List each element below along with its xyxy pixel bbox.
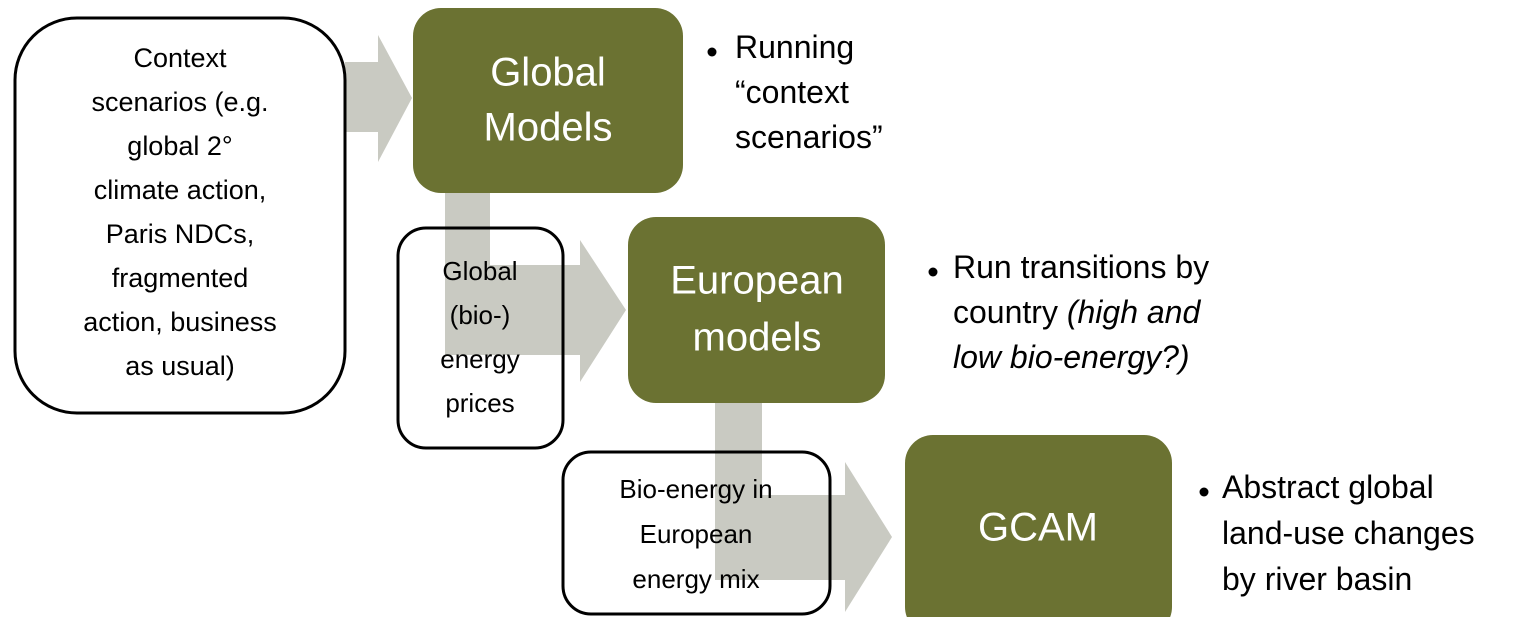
node-label: Paris NDCs, bbox=[106, 219, 255, 249]
bullet bbox=[928, 267, 938, 277]
node-label: action, business bbox=[83, 307, 277, 337]
node-label: global 2° bbox=[127, 131, 232, 161]
model-box bbox=[628, 217, 885, 403]
note-line: scenarios” bbox=[735, 119, 883, 155]
note-text: Running bbox=[735, 29, 854, 65]
node-label: as usual) bbox=[125, 351, 235, 381]
arrow bbox=[445, 193, 626, 382]
node-label: Global bbox=[442, 256, 517, 286]
note-line: by river basin bbox=[1222, 561, 1412, 597]
node-label: prices bbox=[445, 388, 514, 418]
bullet bbox=[1199, 487, 1209, 497]
context-box bbox=[13, 16, 347, 415]
note-text: Run transitions by bbox=[953, 249, 1209, 285]
note-line: “context bbox=[735, 74, 849, 110]
node-label: energy bbox=[440, 344, 520, 374]
note-text: land-use changes bbox=[1222, 515, 1475, 551]
model-box bbox=[905, 435, 1172, 617]
note-line: low bio-energy?) bbox=[953, 339, 1190, 375]
node-label: models bbox=[693, 316, 822, 360]
note-text: scenarios” bbox=[735, 119, 883, 155]
arrow bbox=[715, 403, 892, 612]
note-line: country (high and bbox=[953, 294, 1201, 330]
node-label: energy mix bbox=[632, 564, 759, 594]
note-text: country bbox=[953, 294, 1067, 330]
node-label: European bbox=[640, 519, 753, 549]
node-label: European bbox=[670, 259, 843, 303]
note-text: by river basin bbox=[1222, 561, 1412, 597]
note-line: Running bbox=[735, 29, 854, 65]
input-box bbox=[561, 450, 832, 616]
input-box bbox=[396, 226, 565, 450]
note-text: “context bbox=[735, 74, 849, 110]
node-label: climate action, bbox=[94, 175, 267, 205]
note-line: Abstract global bbox=[1222, 469, 1434, 505]
arrow bbox=[345, 35, 412, 162]
note-text: low bio-energy?) bbox=[953, 339, 1190, 375]
note-line: land-use changes bbox=[1222, 515, 1475, 551]
bullet bbox=[707, 47, 717, 57]
note-line: Run transitions by bbox=[953, 249, 1209, 285]
node-label: Bio-energy in bbox=[619, 474, 772, 504]
node-label: GCAM bbox=[978, 506, 1098, 550]
node-label: Global bbox=[490, 51, 606, 95]
note-text: Abstract global bbox=[1222, 469, 1434, 505]
note-text: (high and bbox=[1067, 294, 1202, 330]
node-label: (bio-) bbox=[450, 300, 511, 330]
node-label: fragmented bbox=[112, 263, 249, 293]
node-label: Context bbox=[133, 43, 227, 73]
node-label: scenarios (e.g. bbox=[91, 87, 268, 117]
model-box bbox=[413, 8, 683, 193]
node-label: Models bbox=[484, 106, 613, 150]
